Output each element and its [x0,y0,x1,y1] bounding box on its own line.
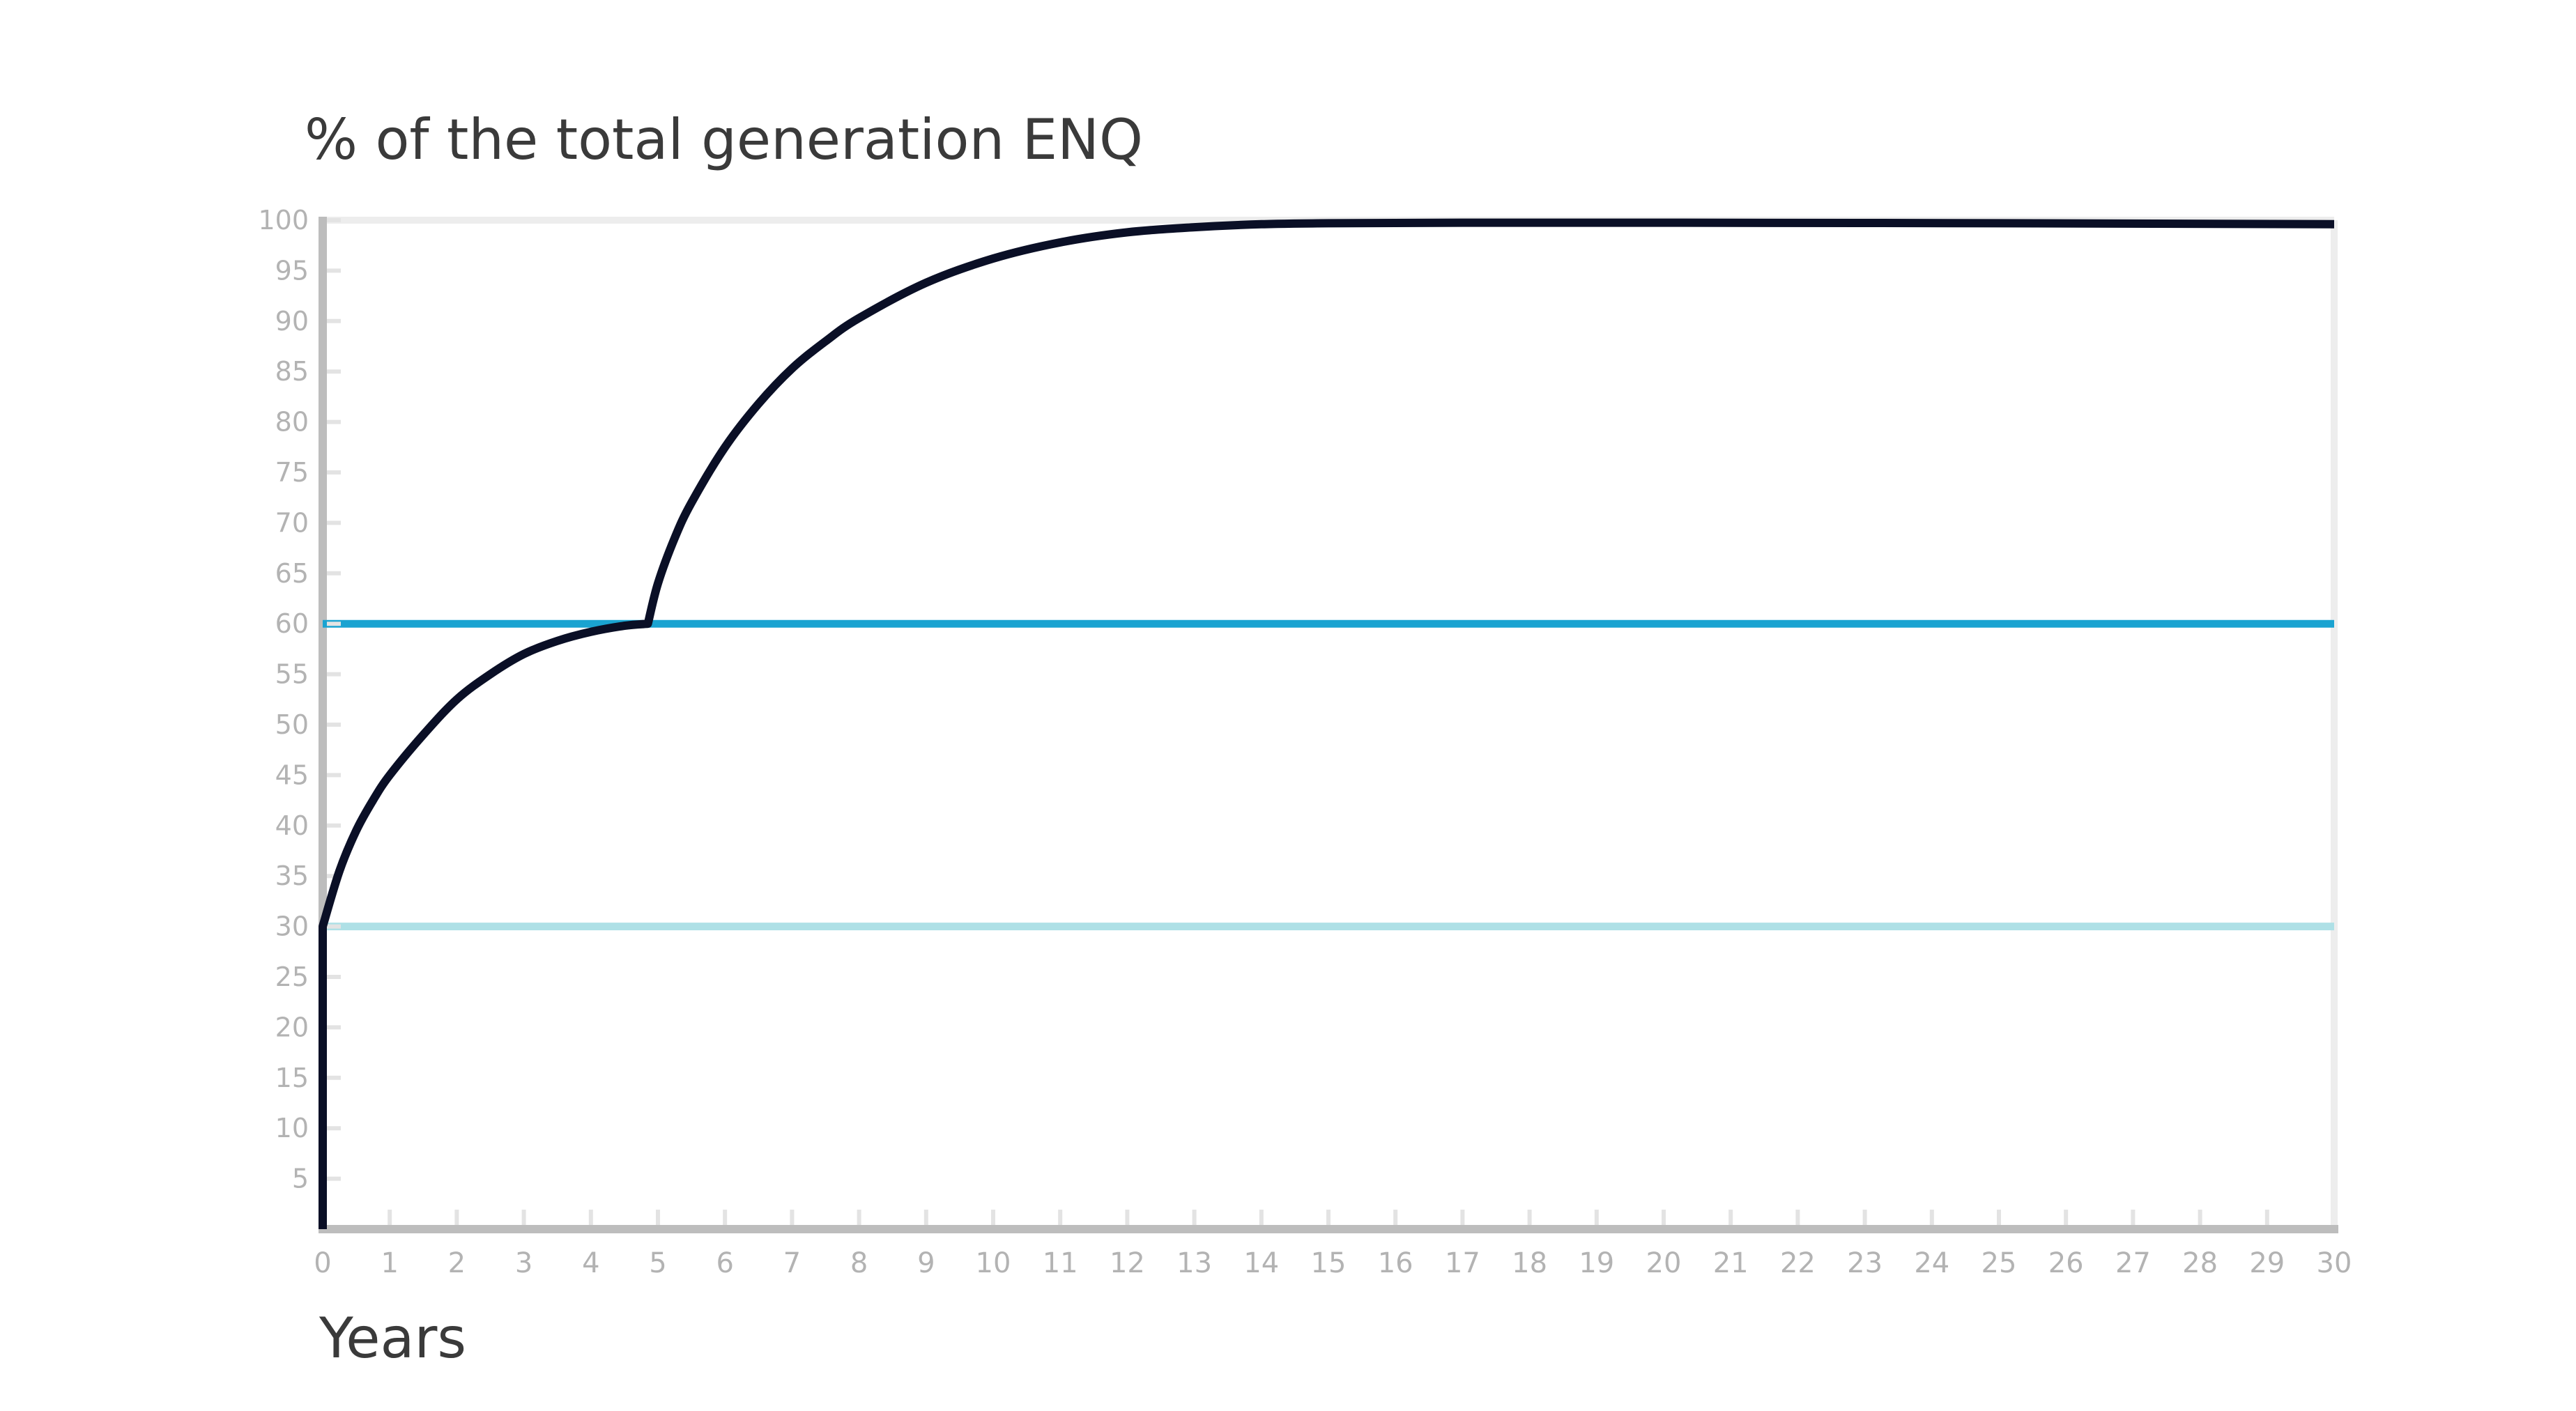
x-tick-label: 10 [976,1247,1011,1279]
x-tick-label: 19 [1579,1247,1614,1279]
y-tick-label: 70 [275,507,309,538]
x-tick-label: 29 [2249,1247,2285,1279]
x-tick-label: 30 [2317,1247,2352,1279]
y-tick-label: 25 [275,962,309,992]
reference-lines [323,619,2334,931]
y-tick-label: 85 [275,356,309,387]
y-tick-label: 60 [275,608,309,639]
y-tick-label: 20 [275,1012,309,1042]
y-tick-label: 10 [275,1113,309,1143]
y-tick-label: 5 [292,1164,309,1194]
x-tick-label: 18 [1512,1247,1547,1279]
y-tick-label: 75 [275,457,309,488]
plot-frame [319,217,2338,1233]
y-tick-label: 35 [275,861,309,891]
x-tick-label: 4 [582,1247,599,1279]
x-tick-label: 2 [448,1247,466,1279]
x-tick-label: 21 [1713,1247,1749,1279]
y-tick-label: 65 [275,558,309,589]
series-line [319,218,2335,1229]
y-tick-label: 55 [275,659,309,690]
y-tick-label: 90 [275,306,309,337]
y-tick-label: 45 [275,760,309,790]
axis-ticks: 5101520253035404550556065707580859095100… [258,205,2352,1279]
x-tick-label: 14 [1243,1247,1279,1279]
x-tick-label: 24 [1914,1247,1949,1279]
x-tick-label: 8 [850,1247,868,1279]
x-tick-label: 7 [783,1247,801,1279]
series-group [319,218,2335,1229]
y-tick-label: 100 [258,205,309,236]
x-tick-label: 13 [1176,1247,1212,1279]
x-tick-label: 6 [716,1247,733,1279]
y-tick-label: 15 [275,1063,309,1093]
x-tick-label: 22 [1780,1247,1816,1279]
x-tick-label: 25 [1981,1247,2017,1279]
y-tick-label: 95 [275,255,309,286]
x-tick-label: 0 [314,1247,331,1279]
x-tick-label: 28 [2182,1247,2218,1279]
x-tick-label: 23 [1847,1247,1883,1279]
x-tick-label: 27 [2115,1247,2151,1279]
x-tick-label: 20 [1646,1247,1682,1279]
x-tick-label: 12 [1110,1247,1145,1279]
x-tick-label: 5 [649,1247,666,1279]
y-tick-label: 30 [275,911,309,942]
x-tick-label: 9 [917,1247,935,1279]
y-tick-label: 50 [275,709,309,740]
y-axis-title: % of the total generation ENQ [305,107,1143,172]
x-tick-label: 26 [2048,1247,2084,1279]
x-tick-label: 17 [1445,1247,1480,1279]
x-tick-label: 15 [1311,1247,1347,1279]
x-tick-label: 11 [1043,1247,1078,1279]
y-tick-label: 40 [275,810,309,841]
x-tick-label: 1 [381,1247,398,1279]
x-tick-label: 16 [1378,1247,1413,1279]
y-tick-label: 80 [275,407,309,438]
x-tick-label: 3 [515,1247,532,1279]
x-axis-title: Years [319,1306,466,1371]
